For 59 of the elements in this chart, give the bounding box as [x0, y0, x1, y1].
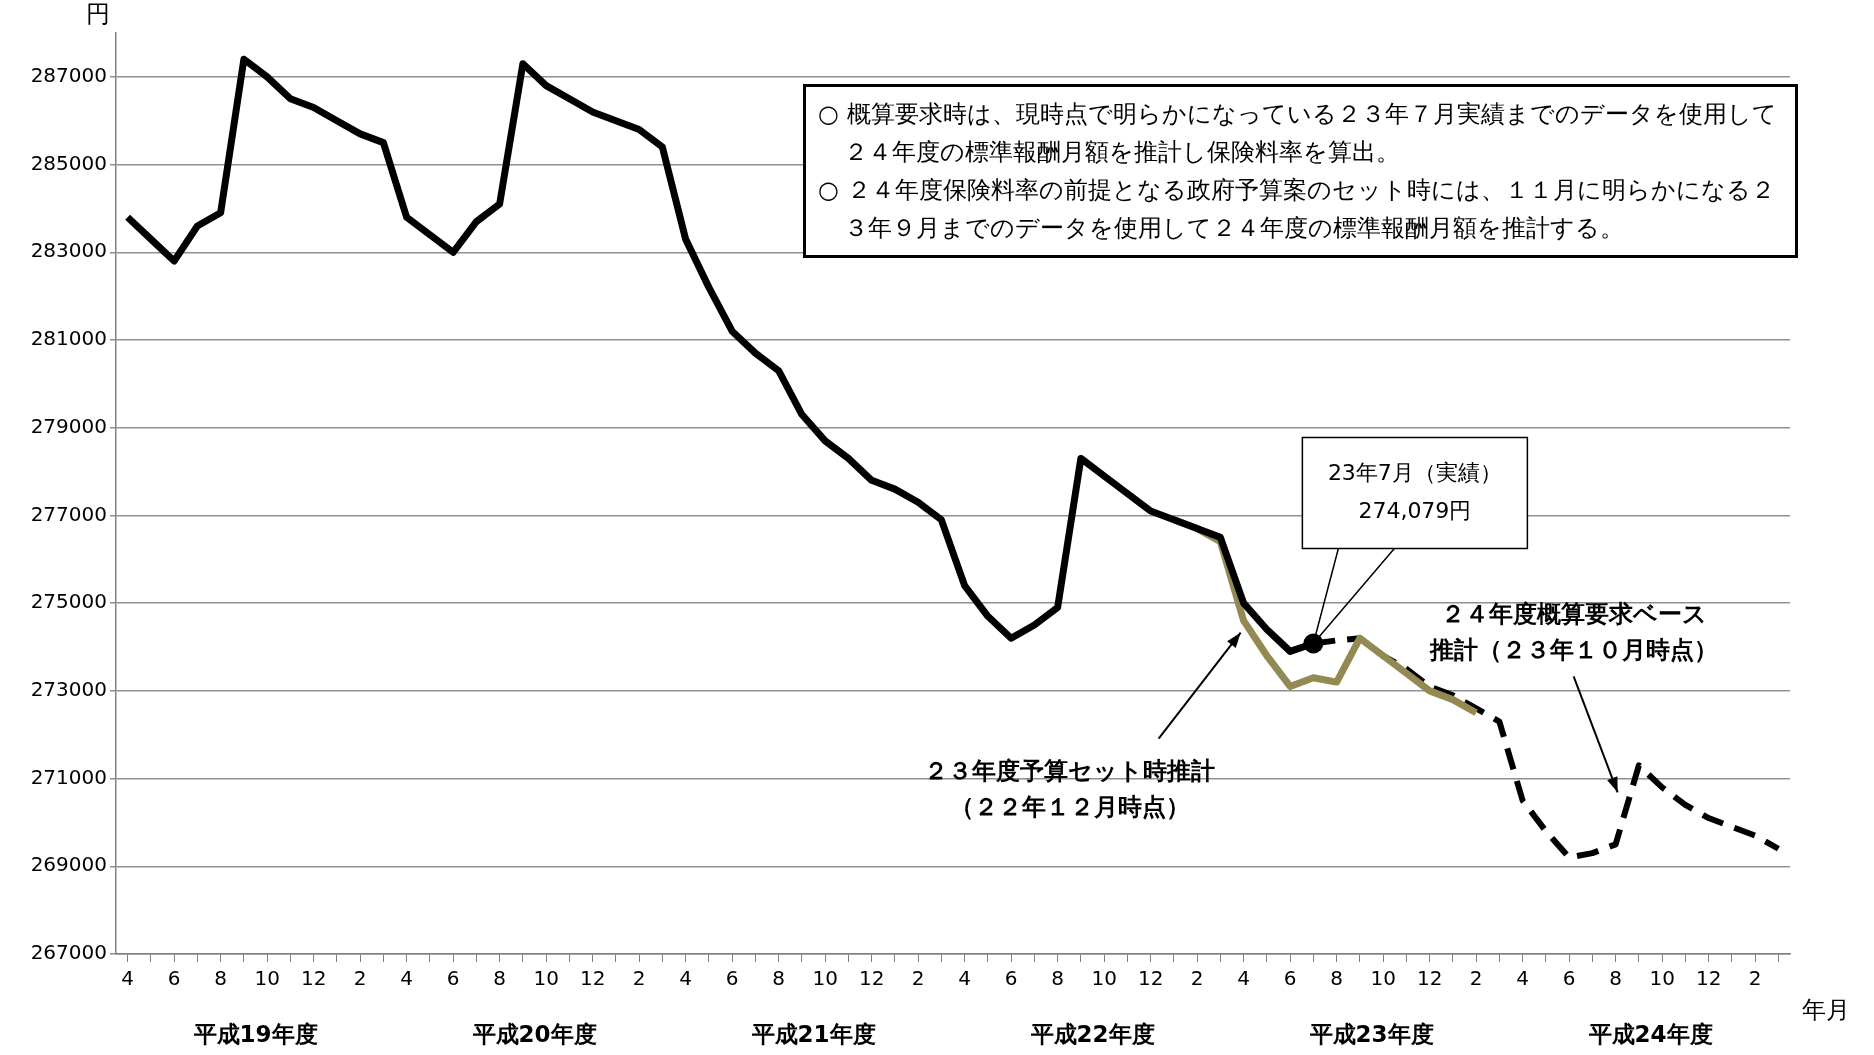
x-tick-label: 4: [1237, 966, 1250, 991]
y-tick-label: 267000: [30, 940, 107, 965]
text: 平成22年度: [1029, 1020, 1155, 1047]
text: ２３年度予算セット時推計（２２年１２月時点）: [924, 756, 1216, 821]
x-tick-label: 2: [632, 966, 646, 991]
x-tick-label: 6: [725, 966, 739, 991]
x-tick-label: 4: [1516, 966, 1529, 991]
x-tick-label: 8: [1609, 966, 1622, 991]
y-axis-title: 円: [86, 0, 110, 29]
x-tick-label: 12: [1695, 966, 1722, 991]
y-tick-label: 283000: [30, 238, 107, 263]
x-tick-label: 8: [1051, 966, 1064, 991]
x-axis-title: 年月: [1802, 996, 1850, 1025]
x-tick-label: 2: [1469, 966, 1483, 991]
x-tick-label: 8: [1330, 966, 1343, 991]
series-label: ２４年度概算要求ベース推計（２３年１０月時点）: [1428, 599, 1718, 664]
x-tick-label: 12: [858, 966, 885, 991]
y-tick-label: 269000: [30, 852, 107, 877]
text: 平成21年度: [750, 1020, 876, 1047]
y-tick-label: 285000: [30, 150, 107, 175]
y-tick-label: 287000: [30, 63, 107, 88]
x-tick-label: 2: [353, 966, 367, 991]
x-tick-label: 2: [1190, 966, 1204, 991]
x-tick-label: 2: [1748, 966, 1762, 991]
text: 平成20年度: [471, 1020, 597, 1047]
x-tick-label: 4: [958, 966, 971, 991]
x-tick-label: 4: [121, 966, 134, 991]
y-tick-label: 275000: [30, 589, 107, 614]
y-tick-label: 273000: [30, 677, 107, 702]
x-tick-label: 6: [167, 966, 181, 991]
x-tick-label: 12: [1137, 966, 1164, 991]
x-tick-label: 10: [1091, 966, 1117, 991]
x-tick-label: 12: [1416, 966, 1443, 991]
x-tick-label: 10: [1649, 966, 1675, 991]
text: 平成23年度: [1308, 1020, 1434, 1047]
annotation: 23年7月（実績） 274,079円: [1327, 459, 1502, 523]
x-tick-label: 2: [911, 966, 925, 991]
x-tick-label: 4: [400, 966, 413, 991]
text: 平成24年度: [1587, 1020, 1713, 1047]
text: 平成19年度: [192, 1020, 318, 1047]
x-tick-label: 12: [579, 966, 606, 991]
y-tick-label: 279000: [30, 413, 107, 438]
annotation: ○ 概算要求時は、現時点で明らかになっている２３年７月実績までのデータを使用して２４年度の標準報酬月額を推計し保険料率を算出。 ○ ２４年度保険料率の前提となる政府予算案のセット時には、１１月に明らかになる２３年９月までのデータを使用して２４年度の標準報酬月額を推計する。: [818, 99, 1778, 244]
y-tick-label: 277000: [30, 501, 107, 526]
x-tick-label: 6: [1562, 966, 1576, 991]
x-tick-label: 6: [446, 966, 460, 991]
x-tick-label: 12: [300, 966, 327, 991]
x-tick-label: 6: [1004, 966, 1018, 991]
x-tick-label: 4: [679, 966, 692, 991]
x-tick-label: 8: [493, 966, 506, 991]
x-tick-label: 10: [254, 966, 280, 991]
x-tick-label: 8: [772, 966, 785, 991]
x-tick-label: 8: [214, 966, 227, 991]
x-tick-label: 10: [812, 966, 838, 991]
y-tick-label: 271000: [30, 764, 107, 789]
x-tick-label: 6: [1283, 966, 1297, 991]
x-tick-label: 10: [1370, 966, 1396, 991]
y-tick-label: 281000: [30, 326, 107, 351]
x-tick-label: 10: [533, 966, 559, 991]
